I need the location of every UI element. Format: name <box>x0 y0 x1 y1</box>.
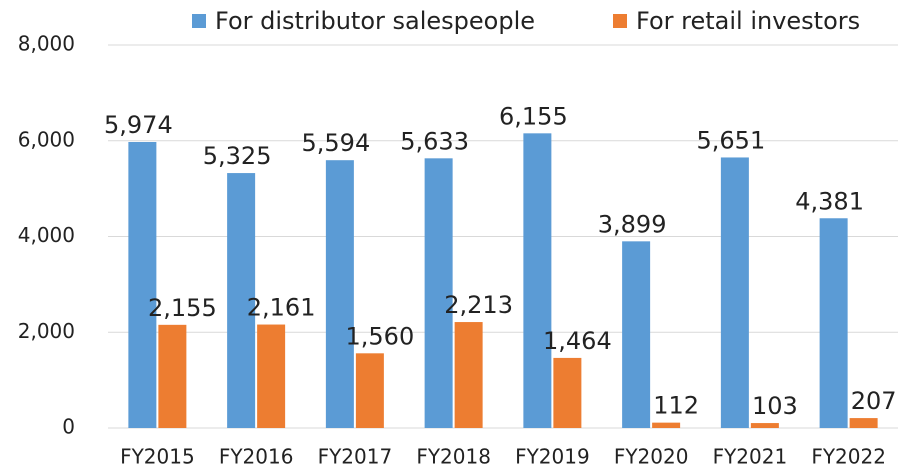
y-tick-label: 2,000 <box>18 319 75 343</box>
data-label: 3,899 <box>598 210 667 238</box>
x-tick-label: FY2018 <box>416 445 491 469</box>
legend-swatch <box>192 14 206 28</box>
data-label: 1,464 <box>543 327 612 355</box>
data-label: 6,155 <box>499 102 568 130</box>
bar <box>652 422 681 428</box>
data-label: 4,381 <box>795 187 864 215</box>
x-tick-label: FY2019 <box>515 445 590 469</box>
y-tick-label: 8,000 <box>18 32 75 56</box>
bar <box>325 160 354 428</box>
x-tick-label: FY2020 <box>614 445 689 469</box>
data-label: 207 <box>851 387 897 415</box>
x-tick-label: FY2016 <box>219 445 294 469</box>
data-label: 5,633 <box>400 127 469 155</box>
bar <box>355 353 384 428</box>
bar <box>750 423 779 428</box>
bar <box>849 418 878 428</box>
data-label: 5,651 <box>697 126 766 154</box>
bar <box>257 324 286 428</box>
bar <box>227 173 256 428</box>
data-label: 103 <box>752 392 798 420</box>
bar <box>819 218 848 428</box>
data-label: 2,155 <box>148 294 217 322</box>
data-label: 1,560 <box>346 322 415 350</box>
y-tick-label: 0 <box>62 415 75 439</box>
x-tick-label: FY2021 <box>713 445 788 469</box>
bar <box>720 157 749 428</box>
legend-label: For retail investors <box>636 7 860 35</box>
bar <box>454 322 483 428</box>
data-label: 5,594 <box>302 129 371 157</box>
legend-label: For distributor salespeople <box>215 7 535 35</box>
bar <box>158 324 187 428</box>
data-label: 2,161 <box>247 294 316 322</box>
x-tick-label: FY2017 <box>318 445 393 469</box>
x-tick-label: FY2015 <box>120 445 195 469</box>
bar <box>553 357 582 428</box>
bar <box>523 133 552 428</box>
x-tick-label: FY2022 <box>811 445 886 469</box>
bar <box>622 241 651 428</box>
data-label: 112 <box>653 392 699 420</box>
bar <box>424 158 453 428</box>
y-tick-label: 6,000 <box>18 127 75 151</box>
y-tick-label: 4,000 <box>18 223 75 247</box>
data-label: 5,974 <box>104 111 173 139</box>
legend-swatch <box>613 14 627 28</box>
data-label: 2,213 <box>444 291 513 319</box>
bar <box>128 141 157 428</box>
data-label: 5,325 <box>203 142 272 170</box>
